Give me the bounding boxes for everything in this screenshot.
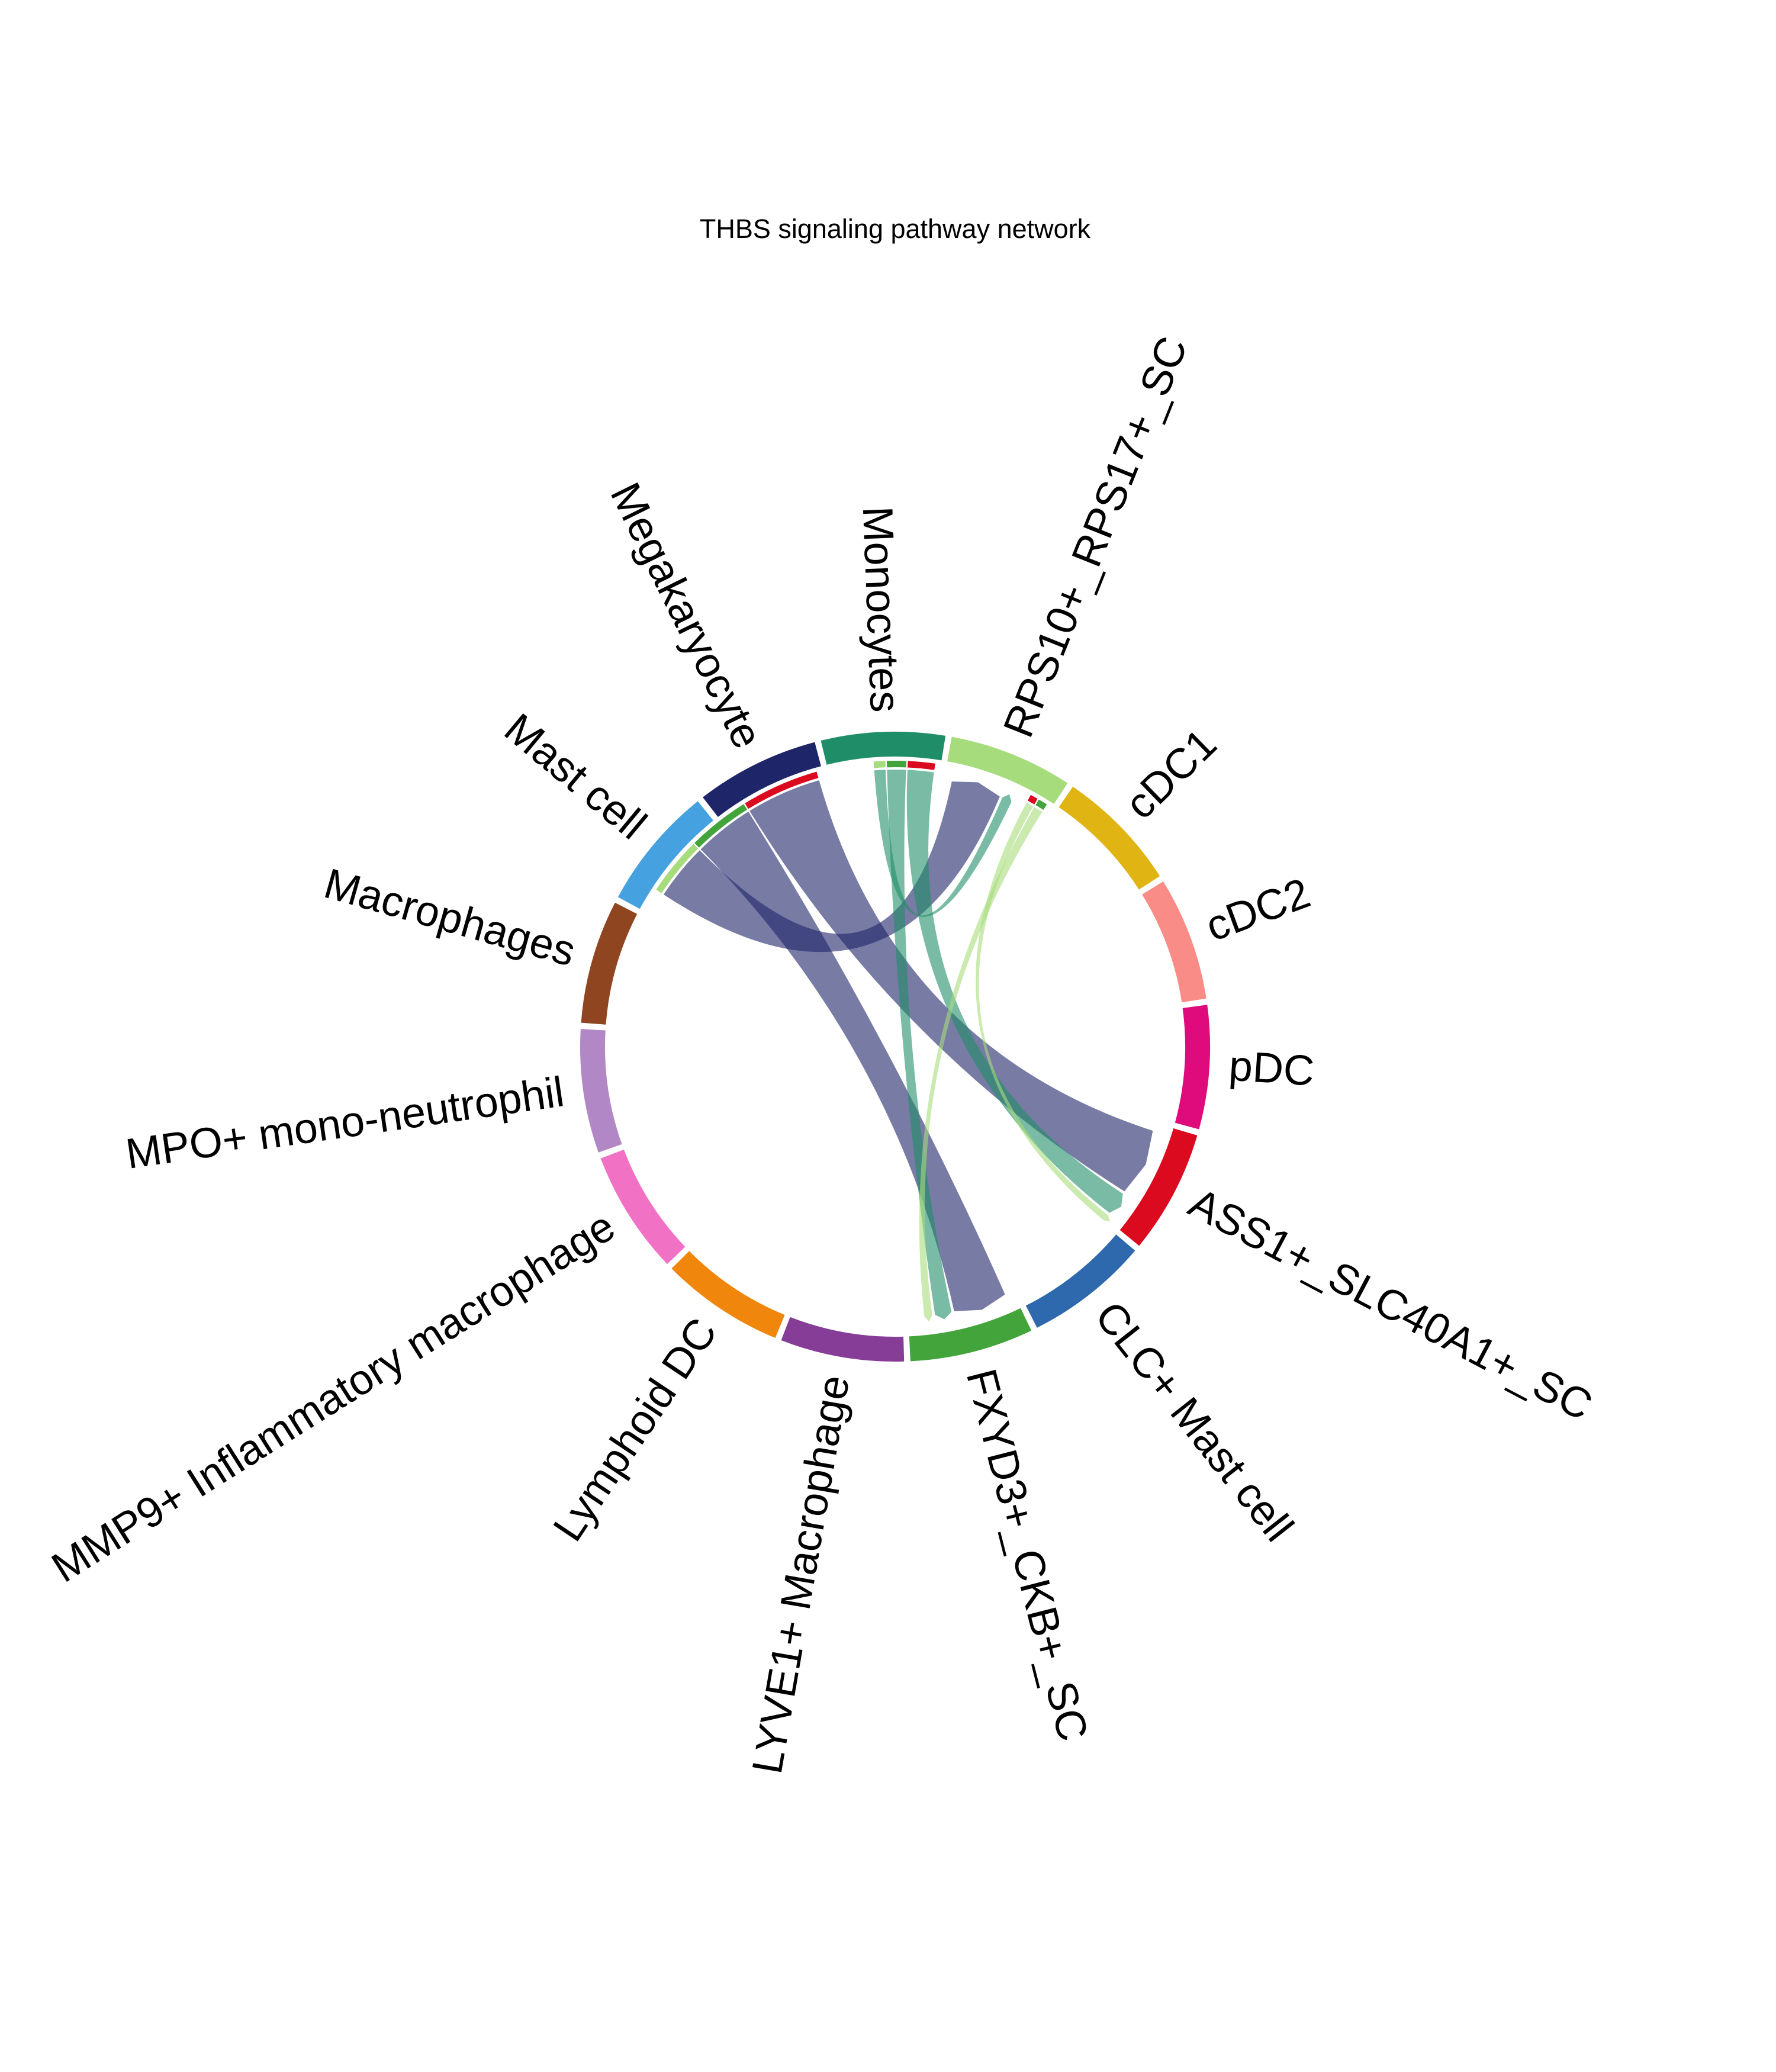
- sector-arcs: [580, 732, 1210, 1362]
- sector-arc-mmp9-inflammatory-macrophage: [600, 1149, 686, 1265]
- sector-label-cdc1: cDC1: [1117, 720, 1226, 828]
- sector-arc-pdc: [1175, 1005, 1210, 1130]
- sector-label-mast-cell: Mast cell: [496, 704, 655, 848]
- sector-arc-rps10-rps17-sc: [947, 736, 1068, 805]
- track-monocytes-fxyd3-ckb-sc: [886, 761, 907, 768]
- sector-label-macrophages: Macrophages: [319, 860, 581, 976]
- sector-arc-mast-cell: [617, 801, 714, 909]
- track-monocytes-ass1-slc40a1-sc: [908, 761, 935, 770]
- link-megakaryocyte-to-rps10-rps17-sc: [663, 781, 1000, 953]
- sector-arc-megakaryocyte: [703, 742, 821, 817]
- sector-label-megakaryocyte: Megakaryocyte: [601, 475, 771, 755]
- links-layer: [663, 770, 1153, 1322]
- sender-tracks: [656, 761, 1047, 893]
- sector-label-mmp9-inflammatory-macrophage: MMP9+ Inflammatory macrophage: [44, 1202, 623, 1592]
- sector-arc-monocytes: [821, 732, 946, 765]
- sector-label-cdc2: cDC2: [1200, 869, 1317, 950]
- track-megakaryocyte-rps10-rps17-sc: [656, 844, 699, 893]
- sector-label-lyve1-macrophage: LYVE1+ Macrophage: [744, 1372, 859, 1777]
- link-megakaryocyte-to-ass1-slc40a1-sc: [749, 780, 1153, 1192]
- sector-label-monocytes: Monocytes: [854, 506, 909, 713]
- track-rps10-rps17-sc-ass1-slc40a1-sc: [1027, 794, 1038, 805]
- track-rps10-rps17-sc-fxyd3-ckb-sc: [1035, 799, 1047, 810]
- sector-arc-mpo-mono-neutrophil: [580, 1029, 622, 1153]
- track-monocytes-rps10-rps17-sc: [873, 761, 886, 768]
- sector-label-rps10-rps17-sc: RPS10+_RPS17+_SC: [995, 330, 1197, 744]
- chart-title: THBS signaling pathway network: [700, 214, 1091, 244]
- sector-label-mpo-mono-neutrophil: MPO+ mono-neutrophil: [123, 1068, 567, 1178]
- sector-arc-fxyd3-ckb-sc: [909, 1308, 1032, 1362]
- sector-arc-cdc1: [1058, 786, 1160, 890]
- link-monocytes-to-fxyd3-ckb-sc: [887, 770, 952, 1320]
- sector-label-lymphoid-dc: Lymphoid DC: [544, 1310, 726, 1550]
- track-megakaryocyte-fxyd3-ckb-sc: [694, 804, 748, 848]
- sector-arc-macrophages: [581, 902, 638, 1025]
- track-megakaryocyte-ass1-slc40a1-sc: [745, 771, 819, 809]
- sector-arc-clc-mast-cell: [1025, 1234, 1135, 1328]
- sector-arc-cdc2: [1142, 881, 1206, 1003]
- sector-label-clc-mast-cell: CLC+ Mast cell: [1086, 1293, 1302, 1550]
- sector-arc-lymphoid-dc: [671, 1251, 785, 1339]
- sector-arc-lyve1-macrophage: [781, 1317, 905, 1362]
- sector-label-ass1-slc40a1-sc: ASS1+_SLC40A1+_SC: [1182, 1179, 1600, 1430]
- link-monocytes-to-rps10-rps17-sc: [874, 770, 1012, 917]
- sector-label-fxyd3-ckb-sc: FXYD3+_CKB+_SC: [957, 1365, 1097, 1746]
- sector-label-pdc: pDC: [1227, 1042, 1315, 1095]
- link-megakaryocyte-to-fxyd3-ckb-sc: [700, 812, 1005, 1312]
- sector-arc-ass1-slc40a1-sc: [1119, 1128, 1198, 1246]
- link-monocytes-to-ass1-slc40a1-sc: [906, 770, 1123, 1213]
